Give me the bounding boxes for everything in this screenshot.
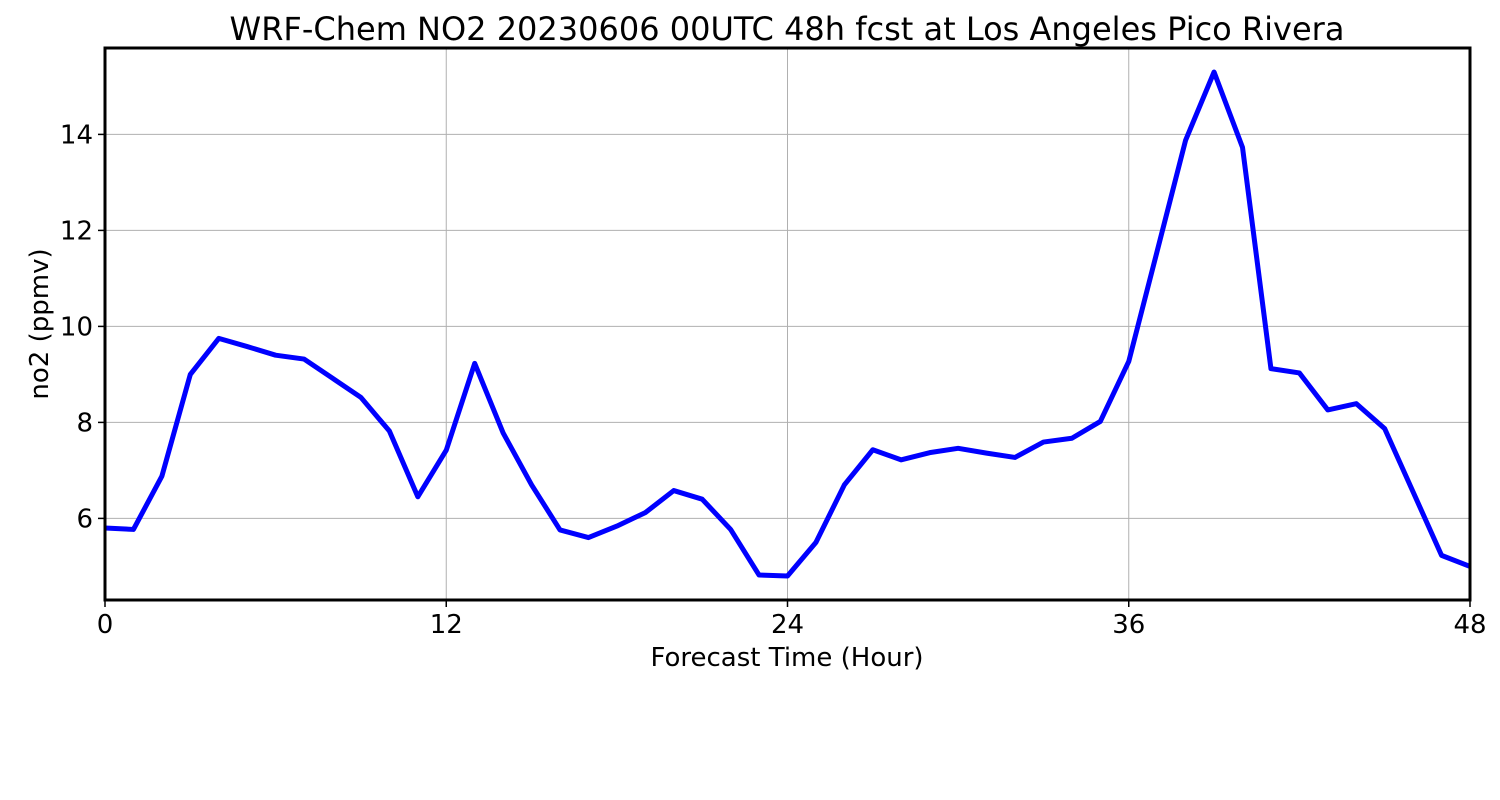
x-axis-label: Forecast Time (Hour) xyxy=(650,643,923,673)
y-axis: 6 8 10 12 14 xyxy=(60,120,105,534)
y-tick-label: 6 xyxy=(76,504,93,534)
x-tick-label: 0 xyxy=(97,610,114,640)
series-group xyxy=(104,69,1471,579)
x-tick-label: 36 xyxy=(1112,610,1145,640)
y-tick-label: 10 xyxy=(60,312,93,342)
y-tick-label: 12 xyxy=(60,216,93,246)
x-tick-label: 48 xyxy=(1453,610,1486,640)
y-axis-label: no2 (ppmv) xyxy=(25,248,55,399)
x-axis: 0 12 24 36 48 xyxy=(97,600,1487,640)
series-line xyxy=(104,69,1471,579)
y-tick-label: 8 xyxy=(76,408,93,438)
y-tick-label: 14 xyxy=(60,120,93,150)
x-tick-label: 24 xyxy=(771,610,804,640)
chart-title: WRF-Chem NO2 20230606 00UTC 48h fcst at … xyxy=(230,10,1345,48)
x-tick-label: 12 xyxy=(430,610,463,640)
